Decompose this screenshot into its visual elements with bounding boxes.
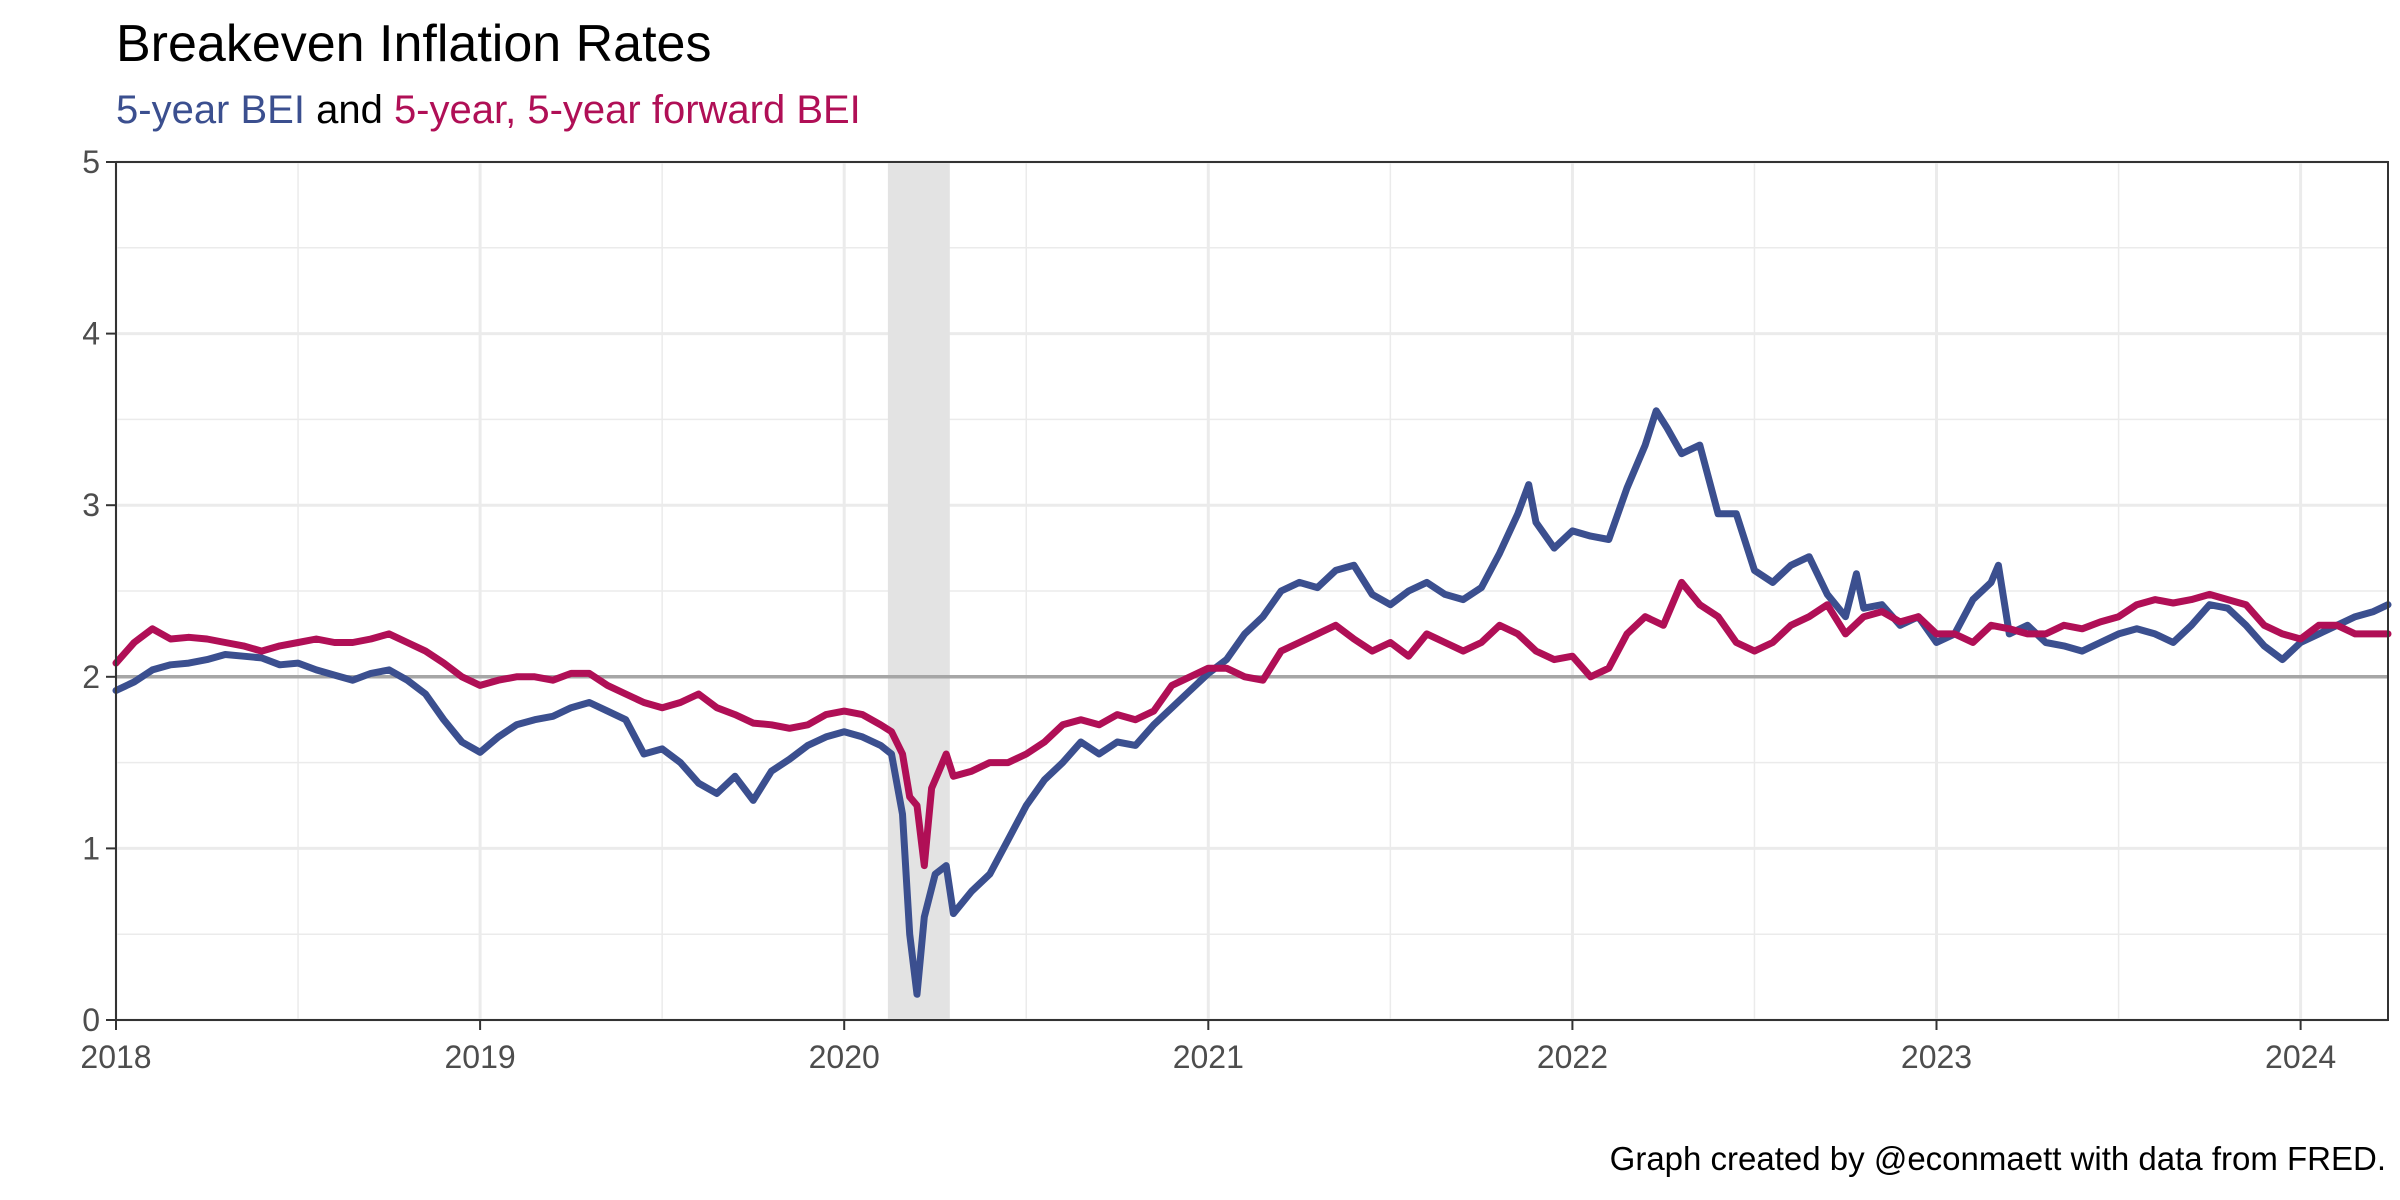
x-tick-label: 2018 <box>80 1039 151 1075</box>
y-tick-label: 1 <box>82 830 100 866</box>
x-tick-label: 2023 <box>1901 1039 1972 1075</box>
y-tick-label: 2 <box>82 659 100 695</box>
subtitle-series-2: 5-year, 5-year forward BEI <box>393 88 861 132</box>
x-axis-ticks: 2018 2019 2020 2021 2022 2023 2024 <box>80 1020 2336 1075</box>
recession-shading <box>887 162 950 1020</box>
x-tick-label: 2024 <box>2265 1039 2336 1075</box>
series-layer <box>112 407 2392 998</box>
recession-band <box>887 162 950 1020</box>
y-tick-label: 5 <box>82 144 100 180</box>
chart-subtitle: 5-year BEI and 5-year, 5-year forward BE… <box>116 88 861 133</box>
chart-title: Breakeven Inflation Rates <box>116 15 712 73</box>
x-tick-label: 2020 <box>809 1039 880 1075</box>
y-tick-label: 4 <box>82 316 100 352</box>
chart-caption: Graph created by @econmaett with data fr… <box>1609 1140 2386 1177</box>
x-tick-label: 2019 <box>445 1039 516 1075</box>
axes <box>115 161 2389 1021</box>
y-axis-ticks: 0 1 2 3 4 5 <box>82 144 116 1038</box>
y-tick-label: 0 <box>82 1002 100 1038</box>
series-line-5y5y-forward-bei <box>112 578 2392 870</box>
subtitle-series-1: 5-year BEI <box>116 88 305 132</box>
y-tick-label: 3 <box>82 487 100 523</box>
x-tick-label: 2022 <box>1537 1039 1608 1075</box>
x-tick-label: 2021 <box>1173 1039 1244 1075</box>
plot-border <box>115 161 2389 1021</box>
subtitle-connector: and <box>304 88 394 132</box>
series-line-5y-bei <box>112 407 2392 998</box>
